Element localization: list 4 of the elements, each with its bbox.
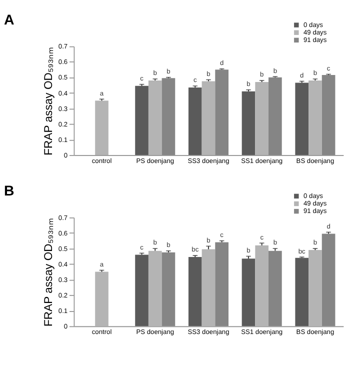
y-axis-title: FRAP assay OD₅₉₃ₙₘ (42, 218, 55, 327)
chart-title: B (4, 184, 14, 200)
y-axis-title: FRAP assay OD₅₉₃ₙₘ (42, 46, 55, 156)
chart-title: A (4, 12, 14, 29)
